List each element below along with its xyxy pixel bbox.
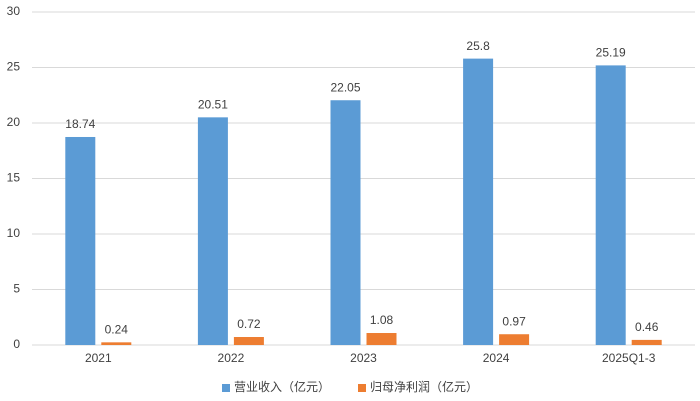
data-label: 0.24: [105, 323, 129, 337]
x-tick-label: 2023: [350, 351, 377, 365]
x-tick-label: 2024: [483, 351, 510, 365]
y-tick-label: 10: [7, 226, 21, 240]
data-label: 0.46: [635, 320, 659, 334]
bar: [65, 136, 96, 345]
data-label: 20.51: [198, 98, 228, 112]
bar: [101, 342, 132, 345]
legend-swatch: [358, 384, 366, 392]
bar: [330, 100, 361, 346]
y-tick-label: 15: [7, 171, 21, 185]
y-tick-label: 20: [7, 115, 21, 129]
y-tick-label: 25: [7, 60, 21, 74]
bar: [233, 337, 264, 345]
data-label: 0.97: [502, 314, 526, 328]
bar: [631, 339, 662, 345]
data-label: 22.05: [330, 80, 360, 94]
legend-label: 归母净利润（亿元）: [370, 379, 478, 394]
data-label: 0.72: [237, 317, 261, 331]
data-label: 25.8: [466, 39, 490, 53]
bar: [366, 333, 397, 345]
data-label: 25.19: [596, 46, 626, 60]
y-tick-label: 5: [13, 282, 20, 296]
legend-label: 营业收入（亿元）: [234, 379, 330, 394]
legend-swatch: [222, 384, 230, 392]
bar: [197, 117, 228, 346]
bar: [499, 334, 530, 345]
x-tick-label: 2021: [85, 351, 112, 365]
data-label: 18.74: [65, 117, 95, 131]
x-tick-label: 2025Q1-3: [602, 351, 656, 365]
bar: [595, 65, 626, 346]
y-tick-label: 0: [13, 337, 20, 351]
x-tick-label: 2022: [218, 351, 245, 365]
data-label: 1.08: [370, 313, 394, 327]
y-tick-label: 30: [7, 4, 21, 18]
bar: [463, 58, 494, 346]
